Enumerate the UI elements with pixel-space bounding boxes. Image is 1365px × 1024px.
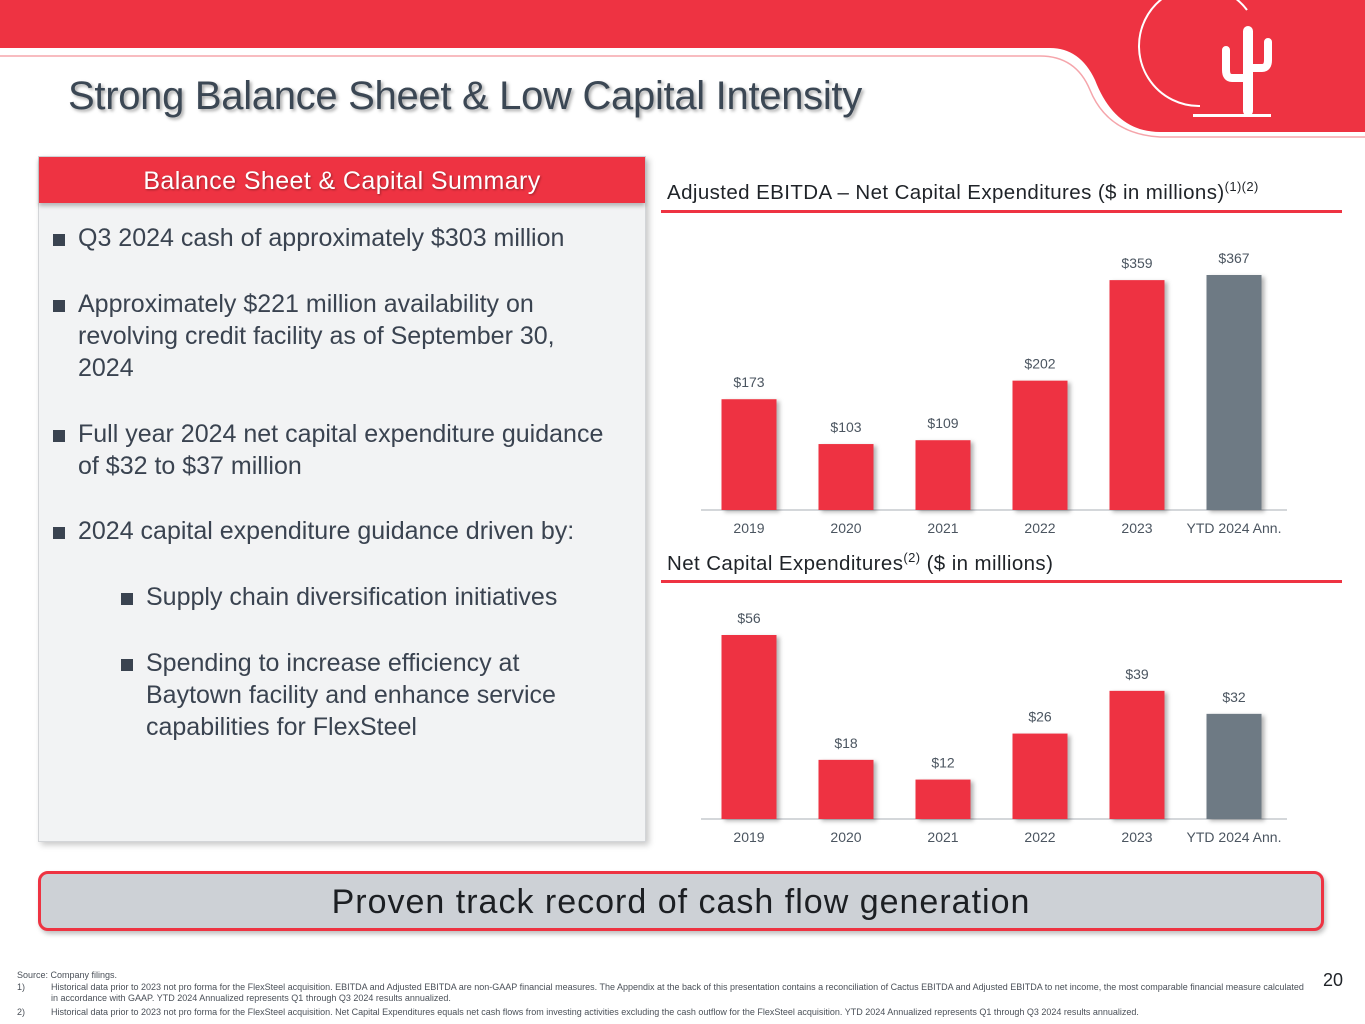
ebitda-bar-chart: $173 2019 $103 2020 $109 2021 $202 2022 $359 2023… bbox=[701, 250, 1287, 536]
square-bullet-icon bbox=[53, 234, 65, 246]
chart-title-text: Net Capital Expenditures bbox=[667, 551, 904, 575]
page-title: Strong Balance Sheet & Low Capital Inten… bbox=[68, 74, 862, 118]
square-bullet-icon bbox=[53, 527, 65, 539]
summary-panel: Balance Sheet & Capital Summary Q3 2024 … bbox=[38, 156, 646, 842]
bar bbox=[818, 444, 874, 510]
data-label: $367 bbox=[1218, 250, 1249, 266]
cactus-logo-icon bbox=[1138, 0, 1272, 117]
chart-title-rule bbox=[661, 210, 1342, 213]
square-bullet-icon bbox=[121, 659, 133, 671]
bar bbox=[721, 399, 777, 510]
x-tick-label: 2021 bbox=[927, 829, 958, 845]
footnote-number: 1) bbox=[17, 982, 26, 992]
bar bbox=[1206, 275, 1262, 510]
bullet-line: Q3 2024 cash of approximately $303 milli… bbox=[78, 224, 565, 252]
data-label: $56 bbox=[737, 610, 761, 626]
chart-title-superscript: (1)(2) bbox=[1224, 179, 1259, 194]
data-label: $109 bbox=[927, 415, 958, 431]
bullet-line: revolving credit facility as of Septembe… bbox=[78, 322, 555, 350]
bullet-line: 2024 capital expenditure guidance driven… bbox=[78, 517, 575, 545]
data-label: $12 bbox=[931, 755, 955, 771]
x-tick-label: 2019 bbox=[733, 829, 764, 845]
data-label: $202 bbox=[1024, 356, 1055, 372]
sub-bullet-supply-chain: Supply chain diversification initiatives bbox=[121, 581, 558, 613]
bullet-line: Full year 2024 net capital expenditure g… bbox=[78, 420, 604, 448]
bullet-revolver: Approximately $221 million availability … bbox=[53, 288, 555, 384]
bar bbox=[1109, 280, 1165, 510]
chart-title-rule bbox=[661, 580, 1342, 583]
footnote-text: Historical data prior to 2023 not pro fo… bbox=[51, 1007, 1139, 1017]
chart-title-ebitda: Adjusted EBITDA – Net Capital Expenditur… bbox=[667, 179, 1259, 205]
bar bbox=[1012, 733, 1068, 819]
bullet-capex-guidance: Full year 2024 net capital expenditure g… bbox=[53, 418, 604, 482]
x-tick-label: YTD 2024 Ann. bbox=[1187, 520, 1282, 536]
header-band bbox=[0, 0, 1365, 138]
square-bullet-icon bbox=[53, 430, 65, 442]
data-label: $173 bbox=[733, 374, 764, 390]
footnote-2: 2) Historical data prior to 2023 not pro… bbox=[0, 1007, 1320, 1019]
data-label: $18 bbox=[834, 735, 858, 751]
data-label: $39 bbox=[1125, 666, 1149, 682]
x-tick-label: 2022 bbox=[1024, 520, 1055, 536]
x-tick-label: 2020 bbox=[830, 520, 861, 536]
bullet-line: Spending to increase efficiency at bbox=[146, 649, 520, 677]
x-tick-label: 2021 bbox=[927, 520, 958, 536]
capex-bar-chart: $56 2019 $18 2020 $12 2021 $26 2022 $39 2023 $32 YT… bbox=[701, 610, 1287, 845]
x-tick-label: 2022 bbox=[1024, 829, 1055, 845]
data-label: $32 bbox=[1222, 689, 1246, 705]
bar bbox=[1109, 690, 1165, 819]
square-bullet-icon bbox=[53, 300, 65, 312]
sub-bullet-baytown: Spending to increase efficiency at Bayto… bbox=[121, 647, 556, 743]
bullet-line: Supply chain diversification initiatives bbox=[146, 583, 558, 611]
bar bbox=[915, 440, 971, 510]
bar bbox=[1206, 713, 1262, 819]
footnote-1: 1) Historical data prior to 2023 not pro… bbox=[0, 982, 1320, 1004]
chart-title-text-suffix: ($ in millions) bbox=[920, 551, 1054, 575]
square-bullet-icon bbox=[121, 593, 133, 605]
bullet-line: 2024 bbox=[78, 354, 134, 382]
page-number: 20 bbox=[1323, 970, 1344, 990]
x-tick-label: YTD 2024 Ann. bbox=[1187, 829, 1282, 845]
footnote-text: Historical data prior to 2023 not pro fo… bbox=[51, 982, 1304, 1003]
panel-header: Balance Sheet & Capital Summary bbox=[39, 157, 645, 203]
x-tick-label: 2023 bbox=[1121, 520, 1152, 536]
bullet-cash: Q3 2024 cash of approximately $303 milli… bbox=[53, 222, 565, 254]
data-label: $103 bbox=[830, 419, 861, 435]
chart-title-superscript: (2) bbox=[903, 550, 921, 565]
footnote-number: 2) bbox=[17, 1007, 26, 1017]
bullet-line: of $32 to $37 million bbox=[78, 452, 302, 480]
bar bbox=[915, 779, 971, 819]
x-tick-label: 2019 bbox=[733, 520, 764, 536]
chart-title-text: Adjusted EBITDA – Net Capital Expenditur… bbox=[667, 180, 1225, 204]
x-tick-label: 2020 bbox=[830, 829, 861, 845]
footnote-source: Source: Company filings. bbox=[17, 970, 118, 980]
bullet-capex-drivers: 2024 capital expenditure guidance driven… bbox=[53, 515, 575, 547]
bullet-line: Approximately $221 million availability … bbox=[78, 290, 534, 318]
banner-callout: Proven track record of cash flow generat… bbox=[38, 871, 1324, 931]
bar bbox=[721, 635, 777, 819]
data-label: $359 bbox=[1121, 255, 1152, 271]
bar bbox=[1012, 380, 1068, 510]
x-tick-label: 2023 bbox=[1121, 829, 1152, 845]
chart-title-capex: Net Capital Expenditures(2) ($ in millio… bbox=[667, 550, 1053, 576]
bullet-line: Baytown facility and enhance service bbox=[146, 681, 556, 709]
bullet-line: capabilities for FlexSteel bbox=[146, 713, 417, 741]
bar bbox=[818, 759, 874, 819]
data-label: $26 bbox=[1028, 709, 1052, 725]
